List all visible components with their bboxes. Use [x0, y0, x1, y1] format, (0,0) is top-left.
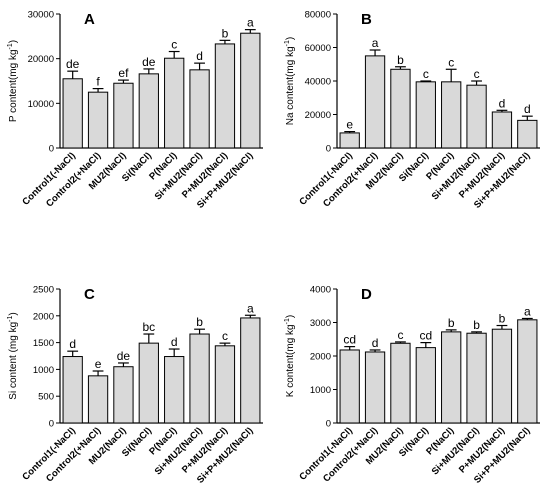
chart-c-significance-label: bc [142, 320, 155, 334]
chart-a-bar [113, 82, 134, 149]
chart-c-significance-label: b [196, 315, 203, 329]
chart-c-bar [62, 356, 83, 424]
chart-a-y-tick-label: 0 [49, 144, 54, 155]
chart-c-significance-label: a [247, 301, 254, 315]
chart-a-bar [214, 43, 236, 149]
chart-a-significance-label: d [196, 49, 203, 63]
chart-b-bar [390, 68, 411, 149]
chart-a-bar [87, 91, 109, 149]
chart-b-y-tick-label: 60000 [305, 43, 331, 54]
chart-d-bar [441, 331, 462, 424]
chart-a-panel-letter: A [84, 11, 95, 28]
chart-c-y-tick-label: 2000 [33, 311, 54, 322]
chart-c-bar [189, 333, 210, 424]
chart-c-y-tick-label: 1000 [33, 365, 54, 376]
chart-b-bar [364, 55, 386, 149]
chart-c-bar [214, 345, 236, 424]
chart-d-y-tick-label: 3000 [310, 318, 331, 329]
chart-b-significance-label: d [524, 102, 531, 116]
chart-b-significance-label: c [448, 55, 454, 69]
chart-d-bar [364, 351, 386, 424]
chart-c-y-tick-label: 1500 [33, 338, 54, 349]
chart-a-significance-label: b [222, 26, 229, 40]
chart-a-significance-label: de [142, 55, 156, 69]
chart-c-bar [87, 375, 109, 424]
chart-a-bar [240, 32, 261, 149]
chart-a-bar [189, 69, 210, 149]
chart-c-significance-label: d [69, 337, 76, 351]
chart-d-bar [491, 328, 513, 424]
chart-b-y-tick-label: 0 [326, 144, 331, 155]
chart-d-significance-label: b [499, 312, 506, 326]
chart-b-y-axis-label: Na content(mg kg-1) [284, 37, 296, 126]
chart-b-significance-label: c [474, 67, 480, 81]
chart-a-bar [138, 73, 159, 149]
chart-b-panel-letter: B [361, 11, 372, 28]
chart-d-bar [390, 342, 411, 424]
chart-b-y-tick-label: 40000 [305, 77, 331, 88]
chart-c-bar [113, 366, 134, 424]
chart-b-bar [339, 132, 360, 149]
chart-d-y-tick-label: 1000 [310, 385, 331, 396]
chart-a-y-axis-label: P content(mg kg-1) [7, 40, 19, 122]
chart-c-significance-label: c [222, 329, 228, 343]
chart-d-significance-label: a [524, 304, 531, 318]
chart-c-significance-label: e [95, 357, 102, 371]
chart-d-y-tick-label: 0 [326, 419, 331, 430]
chart-d-bar [415, 347, 436, 424]
chart-a-y-tick-label: 20000 [28, 54, 54, 65]
chart-a-bar [62, 78, 83, 149]
chart-b-bar [491, 111, 513, 149]
chart-b-significance-label: c [423, 67, 429, 81]
chart-d-bar [339, 349, 360, 424]
chart-c-significance-label: de [117, 349, 131, 363]
chart-a-bar [164, 57, 185, 149]
chart-b-panel: 0 20000 40000 60000 80000 Na content(mg kg-1)… [284, 10, 540, 211]
chart-d-y-tick-label: 2000 [310, 352, 331, 363]
chart-b-significance-label: b [397, 53, 404, 67]
chart-c-panel: 0 500 1000 1500 2000 2500 Si content (mg kg-1)… [7, 285, 263, 486]
chart-d-y-tick-label: 4000 [310, 285, 331, 296]
chart-d-significance-label: d [372, 336, 379, 350]
chart-c-panel-letter: C [84, 286, 95, 303]
chart-a-significance-label: ef [118, 66, 129, 80]
chart-b-bar [415, 81, 436, 149]
chart-b-significance-label: d [499, 96, 506, 110]
chart-d-significance-label: c [397, 328, 403, 342]
chart-d-bar [466, 332, 487, 424]
chart-d-bar [517, 319, 538, 424]
chart-a-y-tick-label: 30000 [28, 10, 54, 21]
chart-d-panel-letter: D [361, 286, 372, 303]
chart-a-significance-label: c [171, 38, 177, 52]
chart-b-y-tick-label: 20000 [305, 110, 331, 121]
chart-b-y-tick-label: 80000 [305, 10, 331, 21]
chart-a-significance-label: a [247, 16, 254, 30]
chart-d-significance-label: b [473, 318, 480, 332]
chart-c-bar [240, 317, 261, 424]
chart-d-significance-label: cd [343, 333, 356, 347]
chart-d-significance-label: b [448, 316, 455, 330]
chart-b-bar [466, 84, 487, 149]
chart-b-significance-label: e [346, 118, 353, 132]
chart-c-y-tick-label: 2500 [33, 285, 54, 296]
chart-b-bar [441, 81, 462, 149]
chart-d-significance-label: cd [419, 329, 432, 343]
chart-a-significance-label: de [66, 57, 80, 71]
chart-a-y-tick-label: 10000 [28, 99, 54, 110]
chart-d-y-axis-label: K content(mg kg-1) [284, 315, 296, 397]
chart-a-significance-label: f [96, 75, 100, 89]
chart-c-y-tick-label: 0 [49, 419, 54, 430]
chart-c-bar [138, 342, 159, 424]
chart-b-bar [517, 119, 538, 149]
chart-c-y-axis-label: Si content (mg kg-1) [7, 312, 19, 399]
chart-c-y-tick-label: 500 [38, 392, 54, 403]
chart-c-bar [164, 356, 185, 424]
chart-b-significance-label: a [372, 36, 379, 50]
chart-c-significance-label: d [171, 335, 178, 349]
